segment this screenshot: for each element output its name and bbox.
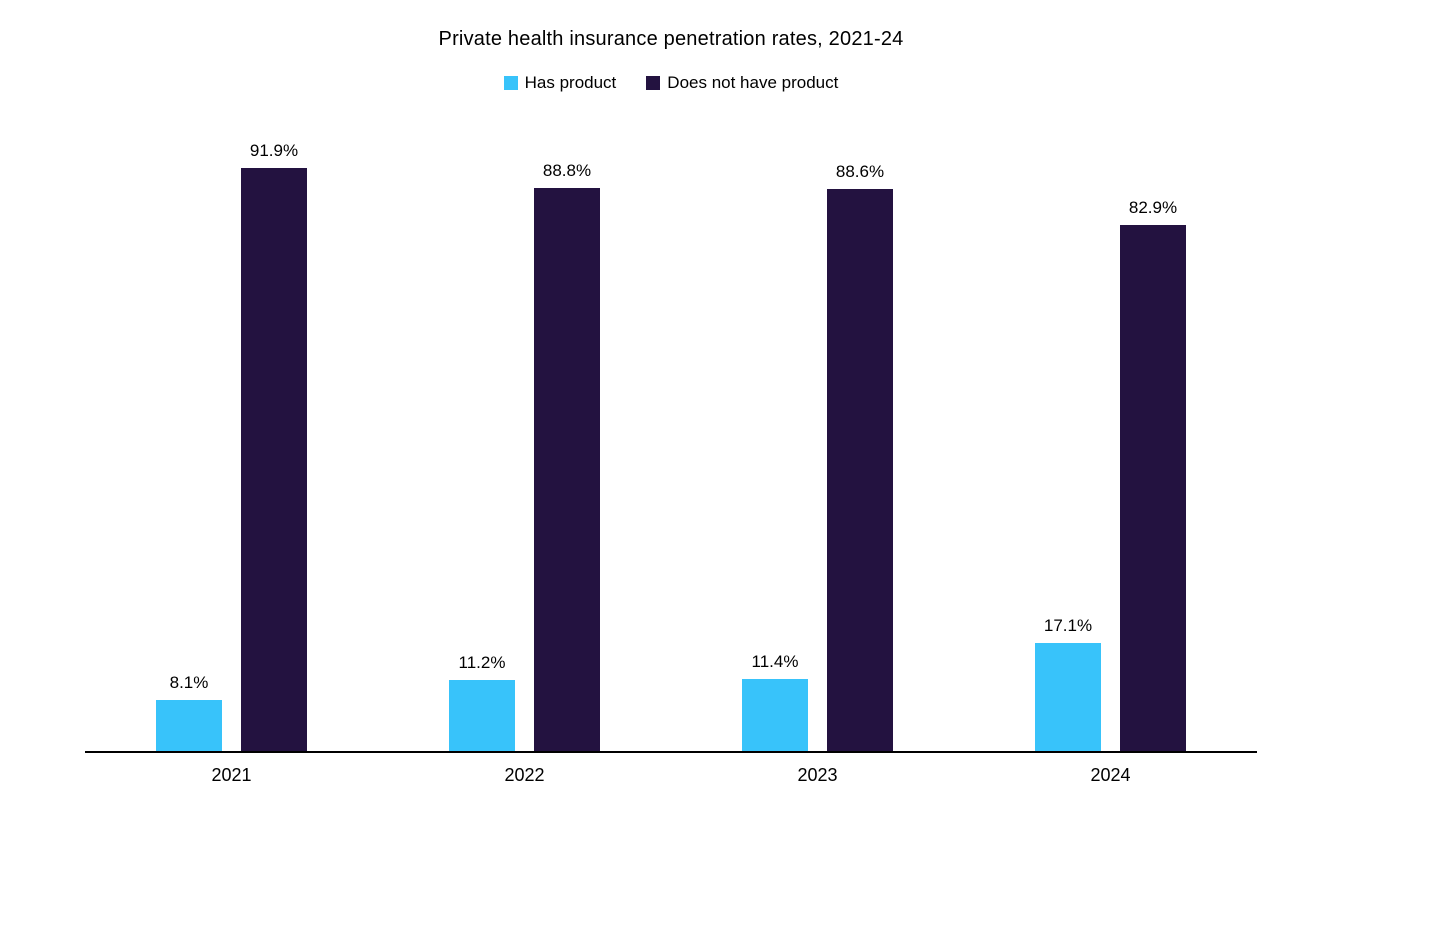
bar-has-product-2021 — [156, 699, 222, 751]
data-label-has-product-2022: 11.2% — [458, 653, 506, 672]
bar-has-product-2022 — [449, 680, 515, 751]
x-tick-2022: 2022 — [504, 765, 545, 785]
legend-label: Has product — [524, 73, 617, 92]
legend-item-does-not-have-product: Does not have product — [646, 73, 838, 93]
bar-does-not-have-product-2022 — [534, 188, 600, 751]
data-label-does-not-have-product-2022: 88.8% — [542, 161, 592, 180]
legend-label: Does not have product — [667, 73, 839, 92]
bar-has-product-2024 — [1035, 642, 1101, 751]
data-label-does-not-have-product-2024: 82.9% — [1128, 198, 1178, 218]
chart-legend: Has product Does not have product — [85, 73, 1257, 93]
data-label-has-product-2023: 11.4% — [751, 651, 799, 671]
x-tick-2021: 2021 — [211, 765, 252, 785]
legend-swatch-does-not-have-product — [646, 76, 661, 90]
x-axis-labels: 2021 2022 2023 2024 — [85, 765, 1257, 789]
bar-chart: Private health insurance penetration rat… — [85, 0, 1257, 840]
legend-swatch-has-product — [503, 76, 518, 90]
legend-item-has-product: Has product — [503, 73, 617, 93]
bar-has-product-2023 — [742, 678, 808, 751]
x-tick-2024: 2024 — [1090, 765, 1131, 785]
bar-does-not-have-product-2023 — [827, 189, 893, 751]
data-label-has-product-2024: 17.1% — [1043, 615, 1093, 635]
data-label-does-not-have-product-2021: 91.9% — [249, 141, 299, 161]
data-label-has-product-2021: 8.1% — [169, 672, 209, 692]
chart-title: Private health insurance penetration rat… — [438, 28, 904, 50]
data-label-does-not-have-product-2023: 88.6% — [835, 162, 885, 182]
bar-does-not-have-product-2021 — [241, 168, 307, 751]
bar-does-not-have-product-2024 — [1120, 225, 1186, 751]
plot-area: 8.1% 91.9% 11.2% 88.8% 11.4% 88.6% 17.1% 82.9% — [85, 119, 1257, 753]
x-tick-2023: 2023 — [797, 765, 838, 785]
